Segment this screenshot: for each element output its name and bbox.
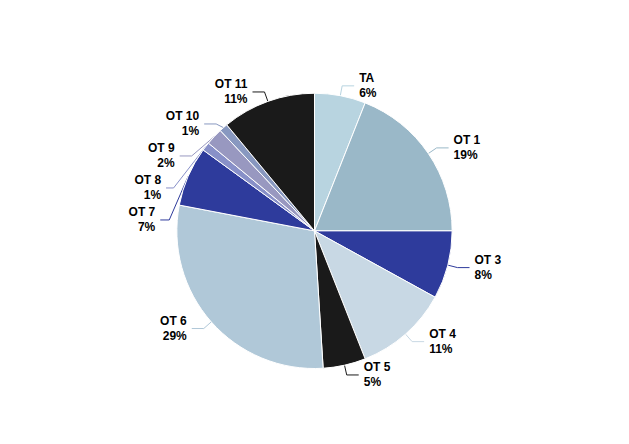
svg-text:OT 4: OT 4 [429,327,456,341]
svg-text:1%: 1% [182,124,200,138]
svg-text:5%: 5% [364,375,382,389]
svg-text:19%: 19% [454,148,478,162]
svg-text:11%: 11% [429,342,453,356]
svg-text:29%: 29% [163,329,187,343]
svg-text:7%: 7% [138,220,156,234]
svg-text:OT 8: OT 8 [134,173,161,187]
svg-text:11%: 11% [224,92,248,106]
svg-text:OT 7: OT 7 [129,205,156,219]
svg-text:OT 9: OT 9 [148,141,175,155]
svg-text:TA: TA [359,71,374,85]
svg-text:8%: 8% [475,268,493,282]
svg-text:OT 6: OT 6 [160,314,187,328]
svg-text:2%: 2% [157,156,175,170]
svg-text:OT 5: OT 5 [364,360,391,374]
svg-text:OT 1: OT 1 [454,133,481,147]
svg-text:OT 3: OT 3 [475,253,502,267]
svg-text:6%: 6% [359,86,377,100]
svg-text:OT 11: OT 11 [215,77,248,91]
svg-text:OT 10: OT 10 [166,109,200,123]
svg-text:1%: 1% [144,188,162,202]
